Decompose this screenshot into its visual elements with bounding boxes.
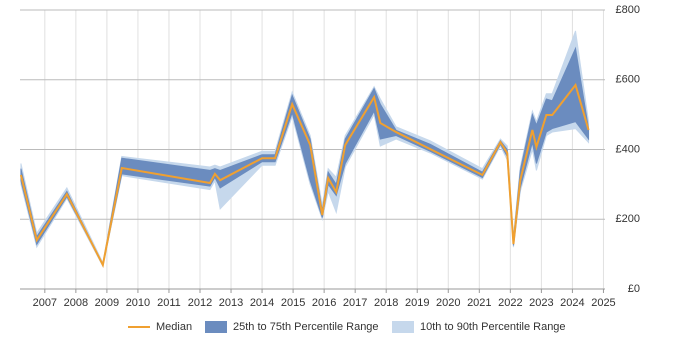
x-tick-label: 2024 <box>560 297 584 309</box>
legend-label: 25th to 75th Percentile Range <box>233 321 379 333</box>
x-tick-label: 2010 <box>126 297 150 309</box>
x-tick-label: 2008 <box>64 297 88 309</box>
x-tick-label: 2020 <box>436 297 460 309</box>
x-tick-label: 2009 <box>95 297 119 309</box>
legend-label: Median <box>156 321 192 333</box>
x-tick-label: 2013 <box>219 297 243 309</box>
y-tick-label: £400 <box>616 143 640 155</box>
band <box>20 46 590 267</box>
x-tick-label: 2016 <box>312 297 336 309</box>
x-tick-label: 2022 <box>498 297 522 309</box>
y-tick-label: £0 <box>628 283 640 295</box>
y-tick-label: £800 <box>616 4 640 16</box>
legend-label: 10th to 90th Percentile Range <box>420 321 566 333</box>
x-tick-label: 2012 <box>188 297 212 309</box>
x-tick-label: 2025 <box>591 297 615 309</box>
legend-swatch <box>205 321 227 333</box>
y-tick-label: £600 <box>616 74 640 86</box>
x-tick-label: 2014 <box>250 297 274 309</box>
x-tick-label: 2015 <box>281 297 305 309</box>
x-tick-label: 2007 <box>33 297 57 309</box>
x-tick-label: 2019 <box>405 297 429 309</box>
x-tick-label: 2021 <box>467 297 491 309</box>
x-tick-label: 2017 <box>343 297 367 309</box>
x-tick-label: 2011 <box>157 297 181 309</box>
x-tick-label: 2023 <box>529 297 553 309</box>
median-line <box>19 82 590 268</box>
y-tick-label: £200 <box>616 213 640 225</box>
legend-swatch <box>392 321 414 333</box>
x-tick-label: 2018 <box>374 297 398 309</box>
